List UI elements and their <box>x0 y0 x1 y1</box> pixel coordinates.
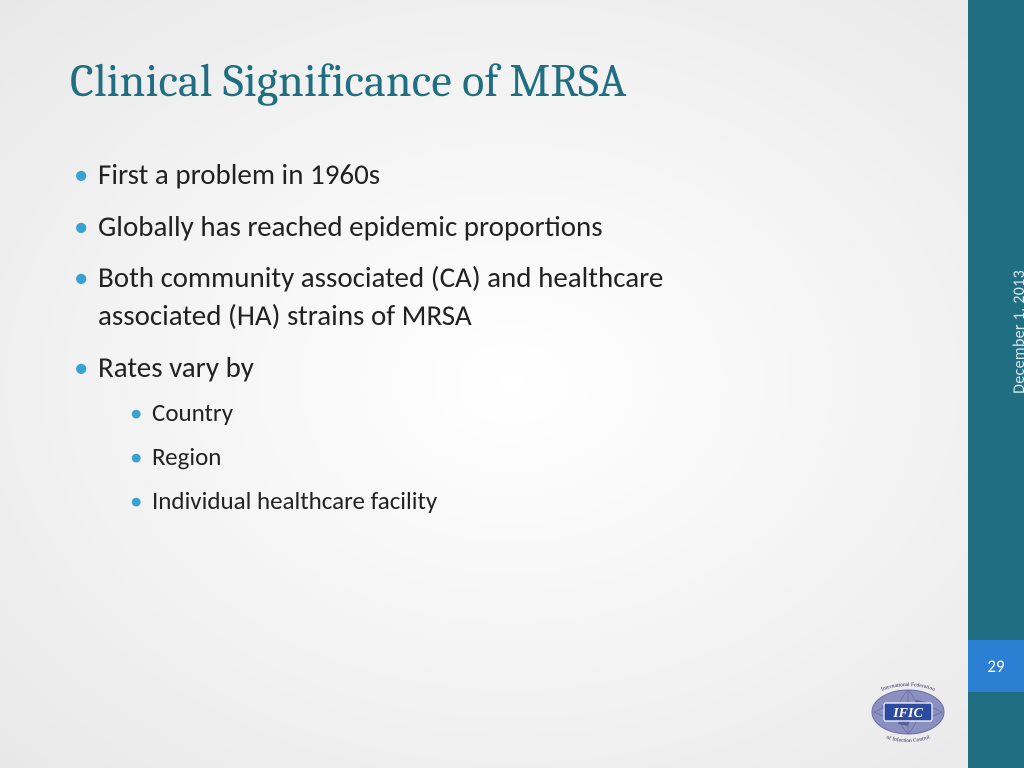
bullet-item: First a problem in 1960s <box>70 156 690 194</box>
sub-bullet-item: Individual healthcare facility <box>98 484 690 518</box>
sub-bullet-item: Country <box>98 396 690 430</box>
slide-title: Clinical Significance of MRSA <box>70 55 954 108</box>
bullet-item: Rates vary by Country Region Individual … <box>70 349 690 518</box>
slide-date: December 1, 2013 <box>1010 270 1024 394</box>
sub-bullet-list: Country Region Individual healthcare fac… <box>98 396 690 517</box>
page-number: 29 <box>968 640 1024 692</box>
sub-bullet-text: Individual healthcare facility <box>152 485 437 516</box>
sub-bullet-text: Country <box>152 397 233 428</box>
logo-acronym: IFIC <box>892 706 923 721</box>
bullet-text: Both community associated (CA) and healt… <box>98 259 663 333</box>
bullet-list: First a problem in 1960s Globally has re… <box>70 156 690 518</box>
bullet-item: Both community associated (CA) and healt… <box>70 259 690 334</box>
bullet-item: Globally has reached epidemic proportion… <box>70 208 690 246</box>
bullet-text: Globally has reached epidemic proportion… <box>98 208 603 244</box>
logo-ific: IFIC International Federation of Infecti… <box>860 680 956 742</box>
slide: Clinical Significance of MRSA First a pr… <box>0 0 1024 768</box>
bullet-text: Rates vary by <box>98 349 254 385</box>
sub-bullet-item: Region <box>98 440 690 474</box>
globe-icon: IFIC International Federation of Infecti… <box>860 680 956 742</box>
bullet-text: First a problem in 1960s <box>98 156 380 192</box>
logo-bottom-arc-text: of Infection Control <box>885 734 931 742</box>
sub-bullet-text: Region <box>152 441 221 472</box>
slide-body: First a problem in 1960s Globally has re… <box>70 156 690 518</box>
